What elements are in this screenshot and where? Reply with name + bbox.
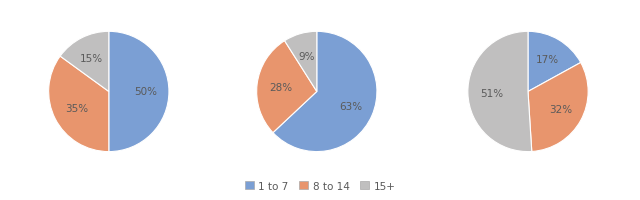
Wedge shape	[528, 63, 588, 152]
Wedge shape	[49, 57, 109, 152]
Wedge shape	[257, 41, 317, 133]
Wedge shape	[285, 32, 317, 92]
Text: 63%: 63%	[339, 102, 363, 112]
Text: 51%: 51%	[481, 88, 504, 98]
Text: 50%: 50%	[134, 87, 157, 97]
Text: 32%: 32%	[549, 105, 572, 115]
Text: 28%: 28%	[269, 83, 292, 92]
Wedge shape	[273, 32, 377, 152]
Wedge shape	[60, 32, 109, 92]
Wedge shape	[528, 32, 580, 92]
Text: 17%: 17%	[536, 55, 559, 65]
Text: 35%: 35%	[65, 103, 88, 113]
Wedge shape	[109, 32, 169, 152]
Text: 15%: 15%	[80, 54, 104, 64]
Legend: 1 to 7, 8 to 14, 15+: 1 to 7, 8 to 14, 15+	[241, 177, 399, 195]
Wedge shape	[468, 32, 532, 152]
Text: 9%: 9%	[298, 51, 315, 61]
